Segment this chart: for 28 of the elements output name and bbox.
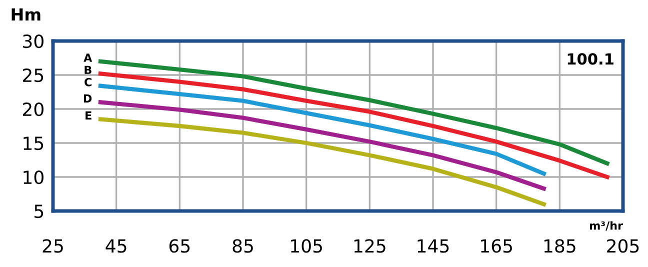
x-tick-label: 85: [232, 239, 253, 253]
annotation: 100.1: [568, 53, 614, 65]
y-tick-label: 25: [23, 68, 44, 82]
y-tick-label: 30: [23, 34, 44, 48]
x-tick-label: 145: [418, 239, 449, 253]
x-tick-label: 205: [607, 239, 639, 253]
series-label: E: [86, 111, 92, 120]
x-axis-title: m³/hr: [590, 221, 623, 231]
series-label: D: [84, 94, 92, 102]
x-tick-label: 45: [106, 239, 126, 253]
series-label: A: [84, 54, 92, 62]
line-series: [98, 117, 546, 206]
x-tick-label: 165: [481, 239, 512, 253]
y-axis-title: Hm: [12, 8, 40, 21]
x-tick-label: 125: [354, 239, 386, 253]
x-tick-label: 185: [544, 239, 576, 253]
line-series: [98, 100, 546, 191]
line-series: [98, 84, 546, 176]
x-tick-label: 25: [42, 239, 63, 253]
y-tick-label: 5: [34, 204, 44, 218]
series-label: C: [84, 78, 92, 86]
y-tick-label: 15: [24, 136, 44, 150]
y-tick-label: 20: [23, 102, 44, 116]
x-tick-label: 105: [291, 239, 322, 253]
line-series: [98, 72, 610, 180]
y-tick-label: 10: [24, 170, 44, 184]
series-label: B: [84, 66, 92, 74]
x-tick-label: 65: [169, 239, 190, 253]
